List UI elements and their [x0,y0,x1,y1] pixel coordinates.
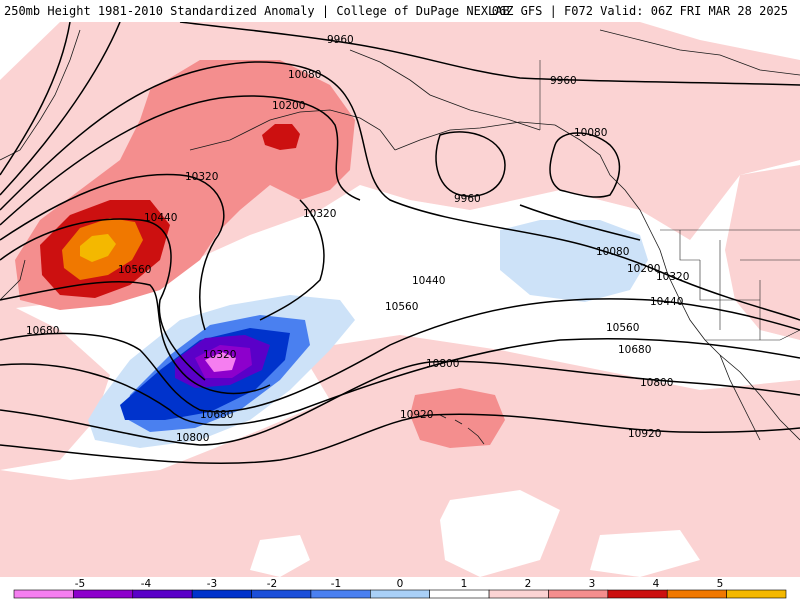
colorbar-bin [607,589,668,599]
colorbar-tick: -1 [331,578,341,590]
colorbar-tick: 5 [717,578,724,590]
contour-label-10440: 10440 [650,296,683,308]
contour-label-10680: 10680 [618,344,651,356]
colorbar-bin [548,589,609,599]
colorbar-bin [488,589,549,599]
contour-label-9960: 9960 [327,34,354,46]
colorbar-bin [370,589,430,599]
colorbar-tick: 4 [653,578,660,590]
contour-label-10320: 10320 [203,349,236,361]
contour-label-10320: 10320 [185,171,218,183]
contour-label-10800: 10800 [176,432,209,444]
colorbar-tick: 0 [397,578,404,590]
model-valid-time: 06Z GFS | F072 Valid: 06Z FRI MAR 28 202… [491,4,788,18]
colorbar-bin [429,589,490,599]
negative-anomaly-peak [205,352,236,372]
contour-label-10800: 10800 [640,377,673,389]
contour-label-10680: 10680 [26,325,59,337]
colorbar-bins [13,589,787,599]
political-borders [539,60,800,341]
colorbar-ticks: -5 -4 -3 -2 -1 0 1 2 3 4 5 [75,578,724,590]
neutral-anomaly [250,490,700,577]
colorbar-tick: -5 [75,578,85,590]
colorbar-bin [726,589,787,599]
contour-label-10680: 10680 [200,409,233,421]
contour-label-10560: 10560 [606,322,639,334]
contour-labels: 9960 9960 9960 10080 10080 10080 10200 1… [26,34,689,444]
contour-label-10320: 10320 [656,271,689,283]
colorbar-bin [666,589,727,599]
contour-label-10800: 10800 [426,358,459,370]
contour-label-10080: 10080 [288,69,321,81]
contour-label-10200: 10200 [627,263,660,275]
colorbar-bin [251,589,312,599]
contour-label-10560: 10560 [118,264,151,276]
colorbar-bin [13,589,74,599]
contour-label-10920: 10920 [400,409,433,421]
colorbar-tick: 3 [589,578,596,590]
contour-label-10440: 10440 [412,275,445,287]
contour-label-9960: 9960 [550,75,577,87]
colorbar-tick: 2 [525,578,532,590]
contour-label-10200: 10200 [272,100,305,112]
contour-label-10560: 10560 [385,301,418,313]
contour-label-10920: 10920 [628,428,661,440]
colorbar-tick: 1 [461,578,468,590]
anomaly-map: 9960 9960 9960 10080 10080 10080 10200 1… [0,22,800,577]
colorbar-tick: -4 [141,578,152,590]
map-header: 250mb Height 1981-2010 Standardized Anom… [0,0,800,22]
colorbar-tick: -3 [207,578,217,590]
contour-label-10320: 10320 [303,208,336,220]
positive-anomaly-5 [80,234,116,262]
map-title: 250mb Height 1981-2010 Standardized Anom… [4,4,510,18]
height-contours [0,22,800,465]
colorbar-bin [191,589,252,599]
contour-label-10080: 10080 [574,127,607,139]
contour-label-9960: 9960 [454,193,481,205]
contour-label-10080: 10080 [596,246,629,258]
colorbar-tick: -2 [267,578,277,590]
colorbar-bin [132,589,193,599]
anomaly-colorbar: -5 -4 -3 -2 -1 0 1 2 3 4 5 [0,577,800,600]
colorbar-bin [73,589,134,599]
colorbar-bin [310,589,371,599]
contour-label-10440: 10440 [144,212,177,224]
